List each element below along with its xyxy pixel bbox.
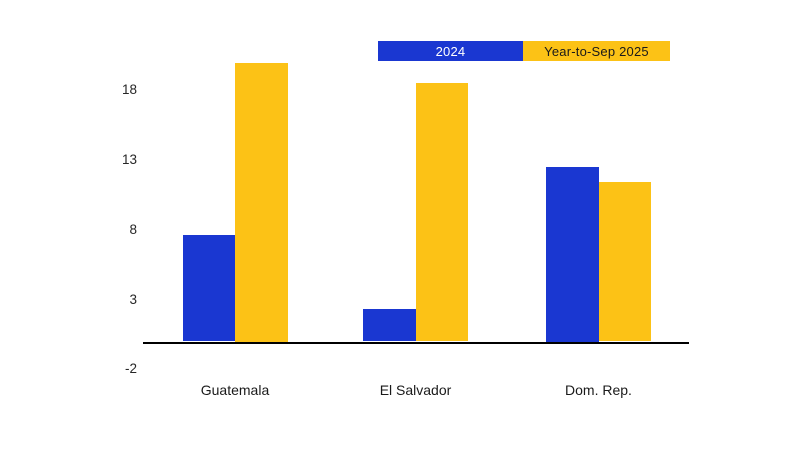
bar-dom-rep-2024: [546, 167, 599, 342]
x-axis-line: [143, 341, 689, 344]
y-axis-tick-label: 8: [129, 221, 137, 237]
legend-item-year-to-sep-2025: Year-to-Sep 2025: [523, 41, 670, 61]
y-axis-tick-label: 3: [129, 291, 137, 307]
legend-label: Year-to-Sep 2025: [544, 43, 649, 59]
y-axis-tick-label: 13: [121, 152, 137, 168]
x-axis-category-label: Guatemala: [200, 382, 270, 398]
bar-guatemala-year-to-sep-2025: [235, 62, 288, 342]
bar-guatemala-2024: [182, 235, 235, 342]
legend-label: 2024: [435, 43, 466, 59]
legend-item-2024: 2024: [378, 41, 523, 61]
x-axis-category-label: El Salvador: [379, 382, 452, 398]
y-axis-tick-label: -2: [124, 361, 137, 377]
bar-dom-rep-year-to-sep-2025: [598, 182, 651, 342]
bar-el-salvador-year-to-sep-2025: [415, 83, 468, 342]
y-axis-tick-label: 18: [121, 82, 137, 98]
x-axis-category-label: Dom. Rep.: [565, 382, 632, 398]
bar-el-salvador-2024: [363, 309, 416, 342]
